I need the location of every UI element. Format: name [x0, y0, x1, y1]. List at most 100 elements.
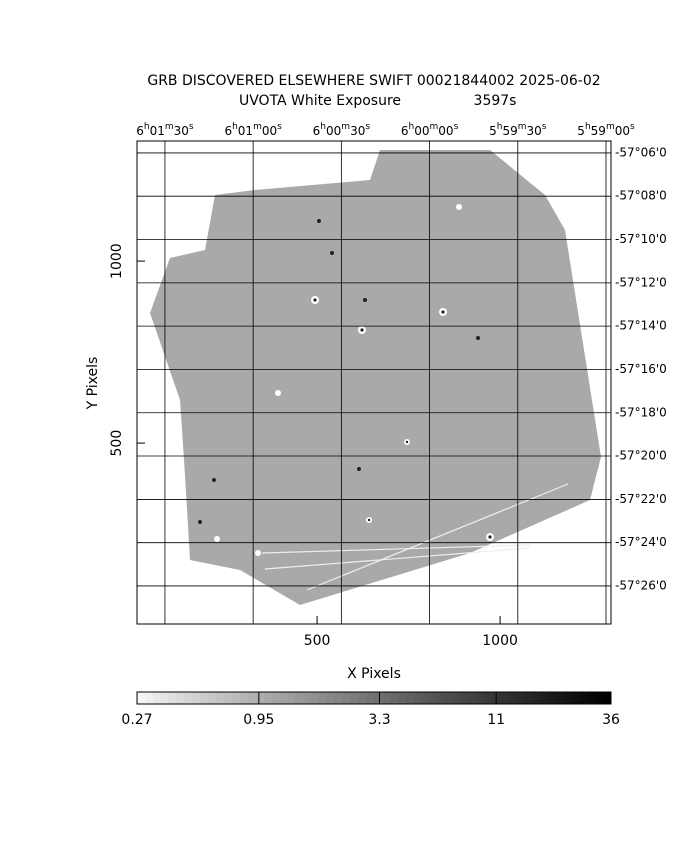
- x2-tick-label: 5h59m00s: [577, 122, 635, 138]
- y2-tick-label: -57°16'0: [615, 362, 667, 376]
- y-axis-label: Y Pixels: [85, 357, 101, 411]
- colorbar-swatch: [208, 692, 217, 704]
- colorbar-swatch: [476, 692, 486, 704]
- y2-tick-label: -57°20'0: [615, 449, 667, 463]
- x2-tick-label: 6h01m30s: [136, 122, 194, 138]
- colorbar-swatch: [231, 692, 241, 704]
- source-core: [212, 478, 216, 482]
- colorbar-swatch: [358, 692, 367, 704]
- colorbar-swatch: [326, 692, 335, 704]
- colorbar-swatch: [389, 692, 399, 704]
- y-tick-label: 500: [109, 430, 125, 457]
- plot-frame: [136, 140, 612, 625]
- colorbar-swatch: [429, 692, 438, 704]
- source-core: [360, 328, 364, 332]
- colorbar-swatch: [381, 692, 391, 704]
- colorbar-swatch: [413, 692, 422, 704]
- colorbar-swatch: [342, 692, 351, 704]
- colorbar-swatch: [524, 692, 533, 704]
- source-core: [198, 520, 202, 524]
- y2-tick-label: -57°08'0: [615, 189, 667, 203]
- x-tick-label: 500: [304, 633, 331, 649]
- colorbar-swatch: [168, 692, 177, 704]
- y2-tick-label: -57°06'0: [615, 145, 667, 159]
- x-axis-label: X Pixels: [347, 666, 401, 682]
- y-tick-label: 1000: [109, 243, 125, 279]
- colorbar-swatch: [421, 692, 430, 704]
- colorbar-swatch: [216, 692, 225, 704]
- colorbar-swatch: [492, 692, 501, 704]
- source-core: [357, 467, 361, 471]
- source-core: [313, 298, 317, 302]
- y2-tick-label: -57°10'0: [615, 232, 667, 246]
- colorbar-swatch: [239, 692, 249, 704]
- chart-subtitle: UVOTA White Exposure: [239, 93, 401, 109]
- colorbar-tick-label: 3.3: [368, 712, 390, 728]
- colorbar-frame: [136, 691, 612, 705]
- colorbar-swatch: [460, 692, 470, 704]
- colorbar-swatch: [160, 692, 170, 704]
- colorbar-swatch: [571, 692, 580, 704]
- colorbar-swatch: [302, 692, 312, 704]
- colorbar-swatch: [263, 692, 272, 704]
- source-cores: [198, 219, 492, 539]
- exposure-image: [150, 150, 601, 605]
- y2-tick-label: -57°26'0: [615, 578, 667, 592]
- colorbar-tick-label: 11: [487, 712, 505, 728]
- exposure: 3597s: [474, 93, 517, 109]
- colorbar-swatch: [484, 692, 493, 704]
- colorbar-swatch: [539, 692, 549, 704]
- colorbar-swatch: [247, 692, 256, 704]
- colorbar-swatch: [453, 692, 462, 704]
- colorbar-swatch: [508, 692, 517, 704]
- streak: [264, 547, 531, 570]
- y2-tick-label: -57°14'0: [615, 319, 667, 333]
- x2-tick-label: 6h00m30s: [313, 122, 371, 138]
- colorbar-swatch: [350, 692, 359, 704]
- x2-tick-label: 6h01m00s: [224, 122, 282, 138]
- colorbar-swatch: [579, 692, 588, 704]
- colorbar-swatch: [397, 692, 407, 704]
- source-core: [441, 310, 445, 314]
- streaks: [261, 483, 569, 591]
- colorbar-swatch: [516, 692, 525, 704]
- source-core: [488, 535, 492, 539]
- source: [456, 204, 462, 210]
- colorbar-swatch: [555, 692, 565, 704]
- colorbar-swatch: [255, 692, 264, 704]
- colorbar-swatch: [374, 692, 383, 704]
- streak: [261, 544, 531, 554]
- source-core: [476, 336, 480, 340]
- colorbar-swatch: [310, 692, 320, 704]
- colorbar-swatch: [192, 692, 201, 704]
- colorbar-tick-label: 0.95: [243, 712, 274, 728]
- source-core: [367, 518, 371, 522]
- colorbar-swatch: [468, 692, 478, 704]
- y2-tick-label: -57°12'0: [615, 275, 667, 289]
- x-tick-label: 1000: [482, 633, 518, 649]
- colorbar-swatch: [547, 692, 557, 704]
- streak: [306, 483, 569, 591]
- chart-title: GRB DISCOVERED ELSEWHERE SWIFT 000218440…: [147, 73, 600, 89]
- x2-tick-label: 6h00m00s: [401, 122, 459, 138]
- colorbar-swatch: [271, 692, 280, 704]
- colorbar-swatch: [595, 692, 604, 704]
- x2-tick-label: 5h59m30s: [489, 122, 547, 138]
- source-core: [330, 251, 334, 255]
- colorbar-swatch: [437, 692, 446, 704]
- y2-tick-label: -57°18'0: [615, 405, 667, 419]
- colorbar-swatch: [295, 692, 304, 704]
- colorbar-tick-label: 0.27: [121, 712, 152, 728]
- colorbar-swatch: [184, 692, 193, 704]
- colorbar-swatch: [563, 692, 572, 704]
- colorbar-swatch: [366, 692, 375, 704]
- source-core: [363, 298, 367, 302]
- colorbar-swatch: [279, 692, 288, 704]
- colorbar-swatch: [137, 692, 146, 704]
- colorbar-swatch: [334, 692, 343, 704]
- source-core: [405, 440, 409, 444]
- y2-tick-label: -57°22'0: [615, 492, 667, 506]
- source: [214, 536, 220, 542]
- colorbar-swatch: [144, 692, 154, 704]
